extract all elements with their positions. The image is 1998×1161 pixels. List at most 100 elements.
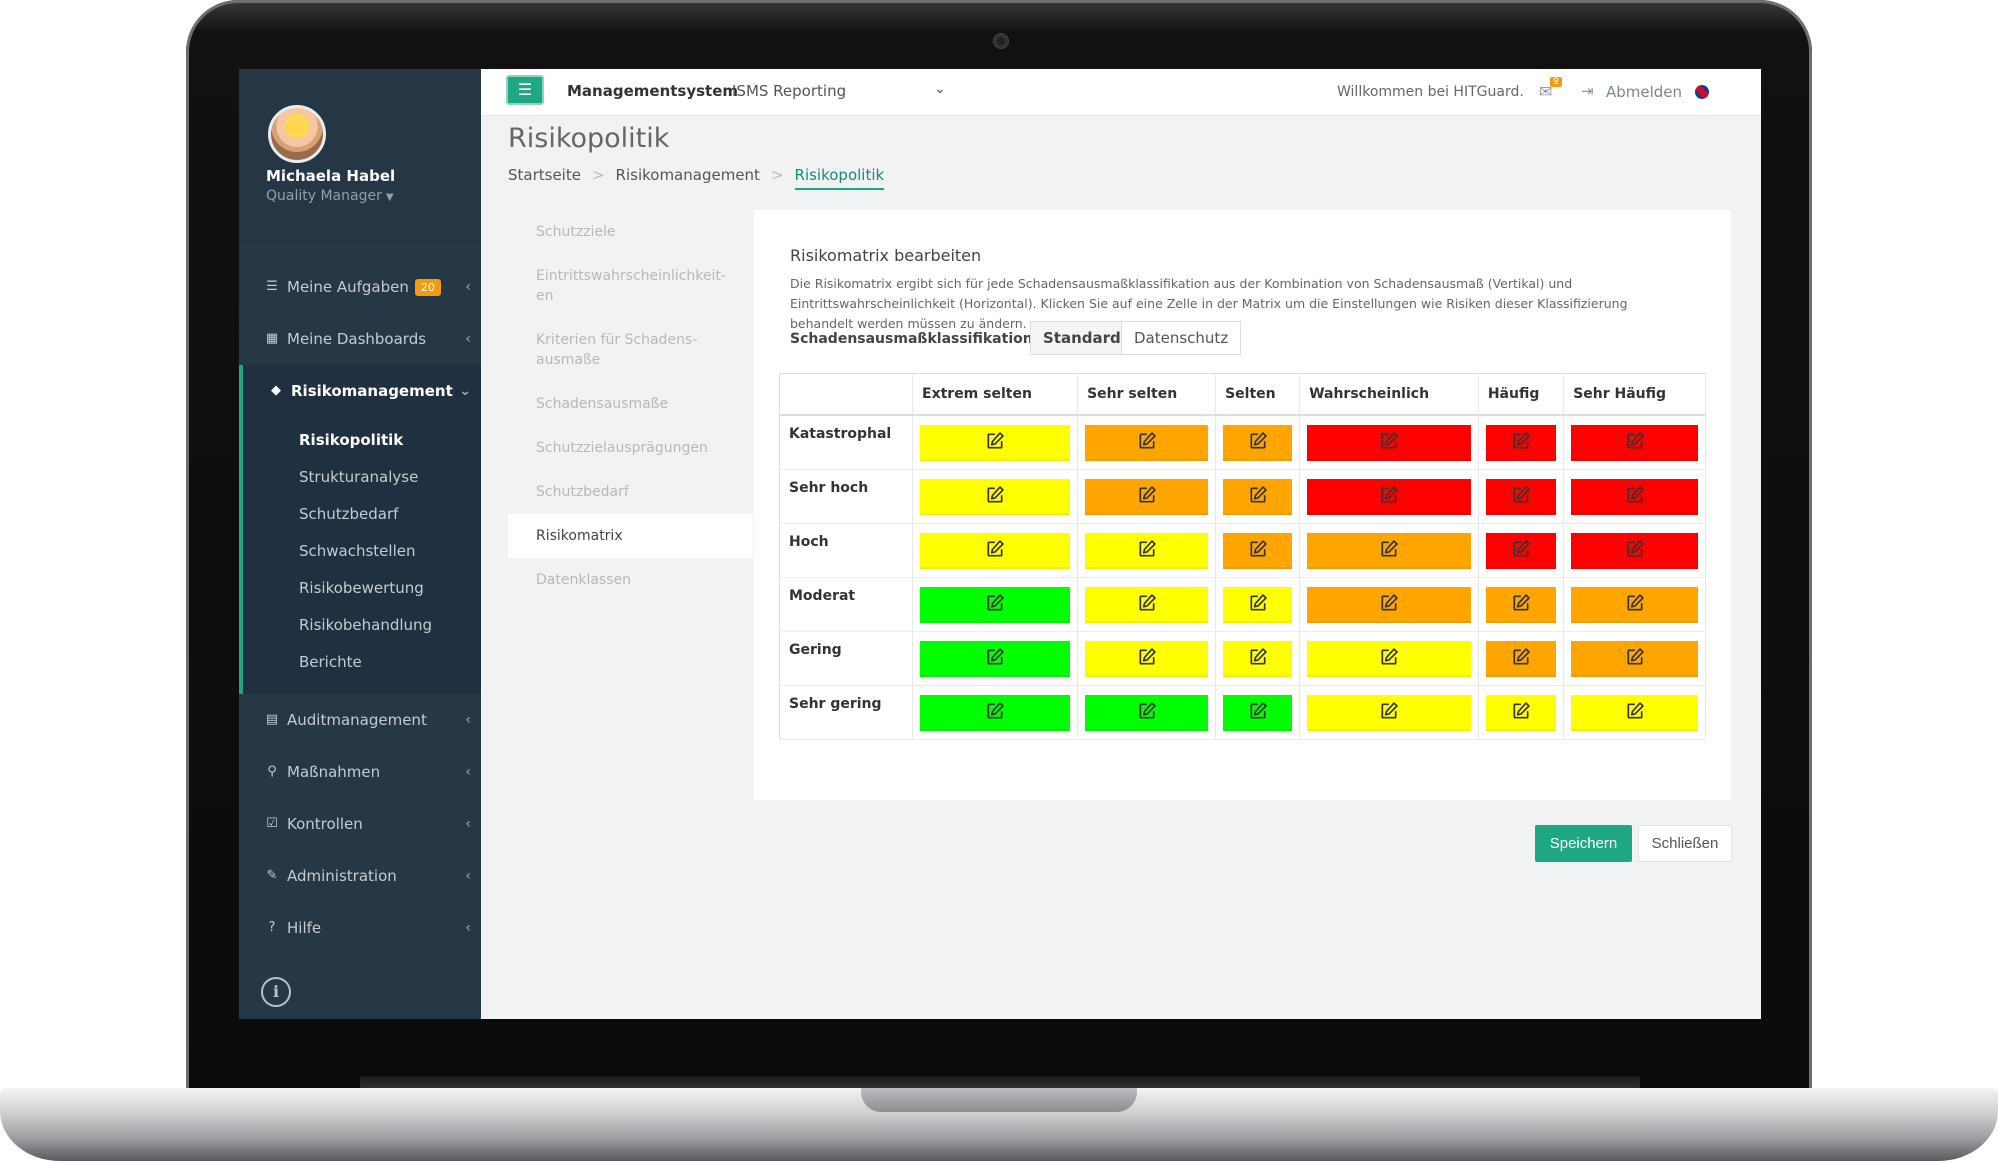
risk-cell-orange[interactable] [1223, 478, 1293, 515]
matrix-cell [912, 685, 1079, 740]
row-header: Sehr hoch [779, 469, 913, 524]
subnav-item-strukturanalyse[interactable]: Strukturanalyse [299, 467, 419, 486]
breadcrumb-risikopolitik[interactable]: Risikopolitik [794, 166, 885, 190]
risk-cell-red[interactable] [1485, 424, 1557, 461]
tab-schutzzielauspraegungen[interactable]: Schutzzielausprägungen [536, 440, 708, 456]
chevron-left-icon: ‹ [465, 920, 471, 936]
risk-cell-yellow[interactable] [1085, 640, 1209, 677]
menu-toggle-button[interactable]: ☰ [506, 75, 544, 105]
matrix-cell [1215, 577, 1301, 632]
subnav-item-schutzbedarf[interactable]: Schutzbedarf [299, 504, 399, 523]
tab-schadensausmasse[interactable]: Schadensausmaße [536, 396, 669, 412]
welcome-text: Willkommen bei HITGuard. [1337, 84, 1524, 100]
risk-cell-orange[interactable] [1571, 586, 1698, 623]
sidebar-item-hilfe[interactable]: ? Hilfe ‹ [239, 902, 481, 954]
logout-icon[interactable]: ⇥ [1581, 82, 1594, 100]
risk-cell-red[interactable] [1485, 532, 1557, 569]
risk-cell-red[interactable] [1571, 478, 1698, 515]
sidebar-item-massnahmen[interactable]: ⚲ Maßnahmen ‹ [239, 746, 481, 798]
risk-cell-red[interactable] [1571, 532, 1698, 569]
matrix-cell [1563, 685, 1706, 740]
risk-cell-yellow[interactable] [1571, 694, 1698, 731]
breadcrumb-risikomanagement[interactable]: Risikomanagement [615, 166, 760, 184]
risk-cell-yellow[interactable] [1223, 640, 1293, 677]
avatar[interactable] [268, 105, 326, 163]
risk-cell-yellow[interactable] [920, 478, 1071, 515]
risk-cell-orange[interactable] [1307, 532, 1471, 569]
matrix-cell [1478, 469, 1565, 524]
risk-cell-yellow[interactable] [1085, 586, 1209, 623]
risk-cell-green[interactable] [1223, 694, 1293, 731]
matrix-row: Hoch [779, 523, 1706, 578]
mail-icon[interactable]: ✉ [1539, 82, 1553, 101]
risk-cell-yellow[interactable] [920, 424, 1071, 461]
edit-icon [985, 647, 1005, 671]
tab-kriterien-schadensausmasse[interactable]: Kriterien für Schadens-ausmaße [536, 332, 698, 368]
risk-cell-orange[interactable] [1485, 640, 1557, 677]
sidebar-item-meine-aufgaben[interactable]: ☰ Meine Aufgaben 20 ‹ [239, 261, 481, 313]
sidebar: Michaela Habel Quality Manager ▼ ☰ Meine … [239, 69, 481, 1019]
tab-eintrittswahrscheinlichkeiten[interactable]: Eintrittswahrscheinlichkeit-en [536, 268, 726, 304]
subnav-item-schwachstellen[interactable]: Schwachstellen [299, 541, 416, 560]
risk-cell-yellow[interactable] [920, 532, 1071, 569]
tab-datenklassen[interactable]: Datenklassen [536, 572, 631, 588]
matrix-row: Sehr hoch [779, 469, 1706, 524]
sidebar-item-kontrollen[interactable]: ☑ Kontrollen ‹ [239, 798, 481, 850]
tab-risikomatrix[interactable]: Risikomatrix [508, 514, 753, 558]
info-icon[interactable]: i [261, 977, 291, 1007]
subnav-item-risikopolitik[interactable]: Risikopolitik [299, 430, 404, 449]
chevron-down-icon[interactable]: ⌄ [934, 81, 946, 97]
breadcrumb-startseite[interactable]: Startseite [508, 166, 581, 184]
risk-cell-green[interactable] [920, 694, 1071, 731]
matrix-corner [779, 373, 913, 416]
risk-cell-green[interactable] [920, 640, 1071, 677]
logout-link[interactable]: Abmelden [1606, 83, 1683, 101]
classification-datenschutz-button[interactable]: Datenschutz [1121, 321, 1242, 355]
risk-cell-orange[interactable] [1307, 586, 1471, 623]
system-select[interactable]: ISMS Reporting [732, 82, 847, 100]
edit-icon [985, 485, 1005, 509]
subnav-item-risikobehandlung[interactable]: Risikobehandlung [299, 615, 433, 634]
risk-cell-orange[interactable] [1223, 532, 1293, 569]
subnav-item-berichte[interactable]: Berichte [299, 652, 362, 671]
risk-cell-green[interactable] [920, 586, 1071, 623]
risk-cell-yellow[interactable] [1223, 586, 1293, 623]
risikomanagement-submenu: Risikopolitik Strukturanalyse Schutzbeda… [239, 417, 481, 694]
risk-cell-red[interactable] [1307, 424, 1471, 461]
matrix-cell [1563, 469, 1706, 524]
sidebar-item-label: Hilfe [287, 919, 322, 937]
subnav-item-risikobewertung[interactable]: Risikobewertung [299, 578, 424, 597]
edit-icon [1625, 431, 1645, 455]
tab-schutzziele[interactable]: Schutzziele [536, 224, 616, 240]
risk-cell-green[interactable] [1085, 694, 1209, 731]
sidebar-item-risikomanagement[interactable]: ◆ Risikomanagement ⌄ [239, 365, 481, 417]
matrix-row: Gering [779, 631, 1706, 686]
risk-cell-red[interactable] [1571, 424, 1698, 461]
sidebar-item-administration[interactable]: ✎ Administration ‹ [239, 850, 481, 902]
sidebar-item-meine-dashboards[interactable]: ▦ Meine Dashboards ‹ [239, 313, 481, 365]
risk-cell-orange[interactable] [1085, 424, 1209, 461]
edit-icon [1137, 701, 1157, 725]
risk-cell-orange[interactable] [1223, 424, 1293, 461]
sidebar-item-auditmanagement[interactable]: ▤ Auditmanagement ‹ [239, 694, 481, 746]
edit-icon [1379, 593, 1399, 617]
panel-description: Die Risikomatrix ergibt sich für jede Sc… [790, 276, 1628, 331]
tab-schutzbedarf[interactable]: Schutzbedarf [536, 484, 629, 500]
sidebar-nav: ☰ Meine Aufgaben 20 ‹ ▦ Meine Dashboards… [239, 243, 481, 954]
save-button[interactable]: Speichern [1535, 825, 1632, 862]
risk-cell-red[interactable] [1485, 478, 1557, 515]
risk-cell-red[interactable] [1307, 478, 1471, 515]
risk-cell-orange[interactable] [1571, 640, 1698, 677]
user-role-dropdown[interactable]: Quality Manager ▼ [266, 188, 394, 204]
risk-cell-yellow[interactable] [1485, 694, 1557, 731]
risk-cell-orange[interactable] [1485, 586, 1557, 623]
risk-cell-yellow[interactable] [1085, 532, 1209, 569]
risk-cell-orange[interactable] [1085, 478, 1209, 515]
language-flag-icon[interactable] [1695, 85, 1709, 99]
panel-title: Risikomatrix bearbeiten [790, 246, 982, 265]
classification-standard-button[interactable]: Standard [1030, 321, 1134, 355]
close-button[interactable]: Schließen [1638, 825, 1732, 862]
risk-cell-yellow[interactable] [1307, 640, 1471, 677]
edit-icon [985, 539, 1005, 563]
risk-cell-yellow[interactable] [1307, 694, 1471, 731]
